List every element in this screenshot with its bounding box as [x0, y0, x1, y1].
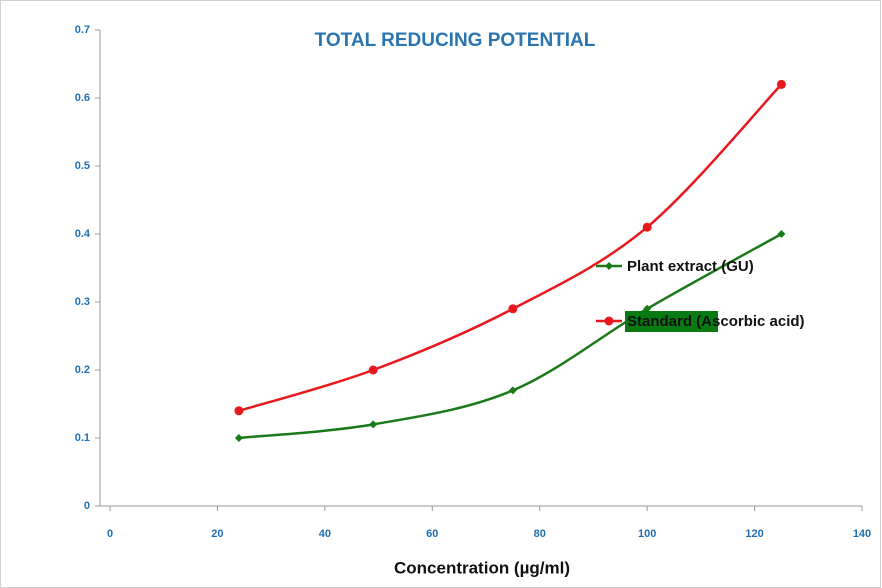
y-tick-label: 0.6: [75, 92, 90, 104]
x-tick-label: 120: [745, 528, 763, 540]
marker: [508, 304, 518, 314]
marker: [643, 304, 652, 313]
y-tick-label: 0.4: [75, 228, 91, 240]
marker: [234, 434, 243, 442]
y-tick-label: 0.7: [75, 24, 90, 36]
x-tick-label: 20: [211, 528, 223, 540]
marker: [368, 365, 378, 375]
legend-label: Standard (Ascorbic acid): [627, 313, 805, 330]
x-tick-label: 80: [534, 528, 546, 540]
marker: [642, 222, 652, 232]
y-tick-label: 0.3: [75, 296, 90, 308]
marker: [605, 262, 613, 270]
series-line: [238, 83, 783, 412]
y-tick-label: 0.5: [75, 160, 90, 172]
marker: [369, 420, 378, 429]
x-tick-label: 60: [426, 528, 438, 540]
x-tick-label: 40: [319, 528, 331, 540]
legend-highlight: [625, 311, 718, 332]
x-tick-label: 0: [107, 528, 113, 540]
marker: [234, 406, 244, 416]
x-tick-label: 140: [853, 528, 871, 540]
y-tick-label: 0: [84, 500, 90, 512]
marker: [777, 230, 786, 238]
y-tick-label: 0.2: [75, 364, 90, 376]
marker: [604, 316, 614, 326]
marker: [776, 79, 786, 89]
legend-label: Plant extract (GU): [627, 258, 754, 275]
marker: [508, 386, 517, 395]
chart-title: TOTAL REDUCING POTENTIAL: [315, 30, 596, 51]
y-tick-label: 0.1: [75, 432, 90, 444]
x-tick-label: 100: [638, 528, 656, 540]
x-axis-title: Concentration (µg/ml): [394, 558, 570, 577]
